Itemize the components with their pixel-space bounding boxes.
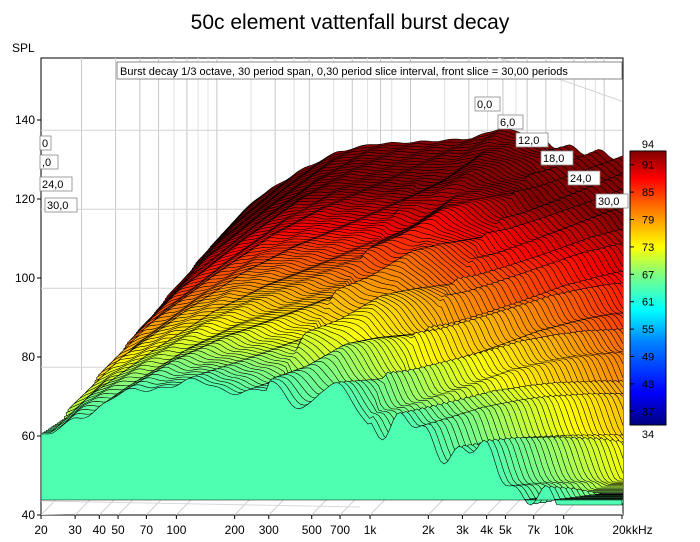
x-tick-label: 70	[140, 523, 154, 537]
y-tick-label: 80	[22, 350, 36, 364]
colorbar-tick-label: 37	[642, 406, 654, 418]
left-period-label: 24,0	[39, 176, 73, 192]
x-tick-label: 100	[166, 523, 186, 537]
x-unit-label: kHz	[632, 523, 653, 537]
colorbar-tick-label: 91	[642, 160, 654, 172]
colorbar-min-label: 34	[642, 429, 654, 441]
y-tick-label: 60	[22, 429, 36, 443]
colorbar-tick-label: 49	[642, 352, 654, 364]
period-label-text: 12,0	[518, 135, 539, 147]
x-tick-label: 20	[34, 523, 48, 537]
colorbar-tick-label: 67	[642, 269, 654, 281]
x-tick-label: 5k	[499, 523, 513, 537]
x-axis: 20 30 40 50 70 100 200 300 500 700 1k 2k 3k 4k 5k 7k 10k…	[34, 515, 653, 537]
period-label: 30,0	[595, 193, 629, 209]
left-period-label: ,0	[39, 154, 59, 170]
x-tick-label: 10k	[554, 523, 574, 537]
colorbar-ticks: 37 43 49 55 61 67 73 79 85 91	[630, 160, 654, 418]
x-tick-label: 40	[93, 523, 107, 537]
x-tick-label: 500	[302, 523, 322, 537]
floor-grid-line	[621, 513, 623, 515]
period-label: 24,0	[567, 170, 601, 186]
x-tick-label: 1k	[364, 523, 378, 537]
annotation-box: Burst decay 1/3 octave, 30 period span, …	[116, 61, 623, 80]
floor-depth-line	[41, 500, 361, 508]
y-axis-label: SPL	[12, 41, 35, 55]
x-tick-label: 50	[111, 523, 125, 537]
y-tick-label: 100	[15, 271, 35, 285]
period-label-text: 30,0	[598, 196, 619, 208]
colorbar-tick-label: 55	[642, 324, 654, 336]
y-tick-label: 120	[15, 192, 35, 206]
period-label: 6,0	[497, 114, 524, 130]
x-tick-label: 2k	[422, 523, 436, 537]
period-label: 12,0	[515, 132, 549, 148]
left-period-label: 0	[39, 135, 52, 151]
floor-depth-line	[41, 514, 67, 515]
x-tick-label: 3k	[456, 523, 470, 537]
left-period-label-text: 24,0	[42, 179, 63, 191]
x-tick-label: 300	[259, 523, 279, 537]
left-period-label: 30,0	[44, 197, 78, 213]
colorbar-max-label: 94	[642, 139, 654, 151]
period-label: 0,0	[474, 96, 501, 112]
y-tick-label: 140	[15, 113, 35, 127]
colorbar-scale	[629, 150, 667, 426]
period-labels: 0,06,012,018,024,030,00,024,030,0	[39, 96, 629, 213]
annotation-text: Burst decay 1/3 octave, 30 period span, …	[120, 66, 568, 78]
decay-slice	[41, 377, 623, 506]
period-label: 18,0	[540, 150, 574, 166]
period-label-text: 18,0	[543, 153, 564, 165]
x-tick-label: 4k	[480, 523, 494, 537]
colorbar-tick-label: 43	[642, 379, 654, 391]
chart-title: 50c element vattenfall burst decay	[191, 11, 510, 34]
x-tick-label: 200	[225, 523, 245, 537]
x-tick-label: 700	[330, 523, 350, 537]
left-period-label-text: 0	[42, 138, 48, 150]
x-tick-label: 30	[68, 523, 82, 537]
x-tick-label: 20k	[612, 523, 632, 537]
colorbar-tick-label: 61	[642, 297, 654, 309]
left-period-label-text: ,0	[42, 157, 51, 169]
period-label-text: 6,0	[500, 117, 515, 129]
colorbar-tick-label: 73	[642, 242, 654, 254]
y-axis: 40 60 80 100 120 140	[15, 113, 41, 522]
decay-slices	[41, 128, 623, 506]
x-tick-label: 7k	[527, 523, 541, 537]
colorbar: 94 34 37 43 49 55 61 67 73 79 85 91	[629, 139, 667, 441]
y-tick-label: 40	[22, 508, 36, 522]
period-label-text: 24,0	[570, 173, 591, 185]
colorbar-tick-label: 85	[642, 187, 654, 199]
left-period-label-text: 30,0	[47, 200, 68, 212]
colorbar-tick-label: 79	[642, 215, 654, 227]
period-label-text: 0,0	[477, 99, 492, 111]
